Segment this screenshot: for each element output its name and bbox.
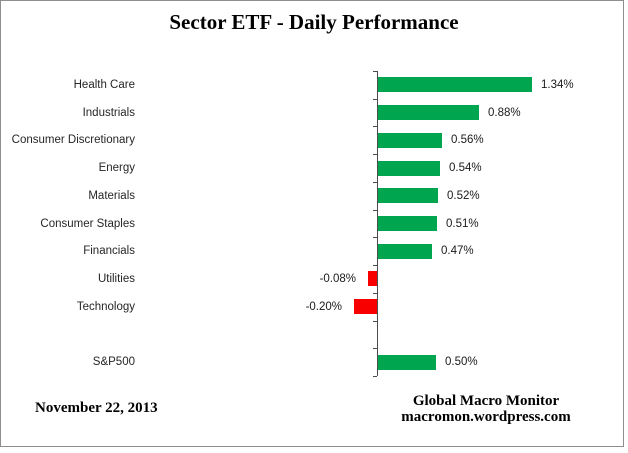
axis-tick bbox=[373, 71, 377, 72]
category-label-consumer-staples: Consumer Staples bbox=[40, 218, 135, 230]
bar-financials bbox=[378, 244, 432, 259]
axis-tick bbox=[373, 321, 377, 322]
value-label: 0.47% bbox=[441, 245, 474, 257]
bar-consumer-staples bbox=[378, 216, 437, 231]
value-label: -0.08% bbox=[319, 273, 356, 285]
chart-title: Sector ETF - Daily Performance bbox=[169, 10, 459, 34]
axis-tick bbox=[373, 154, 377, 155]
category-label-energy: Energy bbox=[98, 162, 135, 174]
value-axis-line bbox=[377, 71, 378, 376]
attribution-line1: Global Macro Monitor bbox=[412, 393, 560, 409]
bar-technology bbox=[354, 299, 377, 314]
bar-industrials bbox=[378, 105, 479, 120]
bar-utilities bbox=[368, 271, 377, 286]
axis-tick bbox=[373, 348, 377, 349]
attribution-block: Global Macro Monitor macromon.wordpress.… bbox=[375, 393, 597, 425]
category-label-technology: Technology bbox=[76, 301, 135, 313]
category-label-materials: Materials bbox=[88, 190, 135, 202]
value-label: 0.50% bbox=[445, 356, 478, 368]
axis-tick bbox=[373, 210, 377, 211]
value-label: 0.54% bbox=[449, 162, 482, 174]
category-label-s-p500: S&P500 bbox=[92, 356, 135, 368]
axis-tick bbox=[373, 126, 377, 127]
date-label: November 22, 2013 bbox=[35, 400, 158, 416]
value-label: 0.51% bbox=[446, 218, 479, 230]
axis-tick bbox=[373, 182, 377, 183]
axis-tick bbox=[373, 99, 377, 100]
category-label-health-care: Health Care bbox=[73, 79, 135, 91]
axis-tick bbox=[373, 293, 377, 294]
attribution-line2: macromon.wordpress.com bbox=[401, 409, 571, 425]
value-label: 0.88% bbox=[488, 107, 521, 119]
bar-s-p500 bbox=[378, 355, 436, 370]
value-label: 0.52% bbox=[447, 190, 480, 202]
category-label-industrials: Industrials bbox=[82, 107, 135, 119]
bar-materials bbox=[378, 188, 438, 203]
axis-tick bbox=[373, 265, 377, 266]
value-label: 1.34% bbox=[541, 79, 574, 91]
category-label-consumer-discretionary: Consumer Discretionary bbox=[11, 134, 135, 146]
bar-consumer-discretionary bbox=[378, 133, 442, 148]
category-label-utilities: Utilities bbox=[97, 273, 135, 285]
value-label: -0.20% bbox=[305, 301, 342, 313]
value-label: 0.56% bbox=[451, 134, 484, 146]
bar-health-care bbox=[378, 77, 532, 92]
bar-energy bbox=[378, 161, 440, 176]
category-label-financials: Financials bbox=[83, 245, 135, 257]
axis-tick bbox=[373, 237, 377, 238]
axis-tick bbox=[373, 376, 377, 377]
